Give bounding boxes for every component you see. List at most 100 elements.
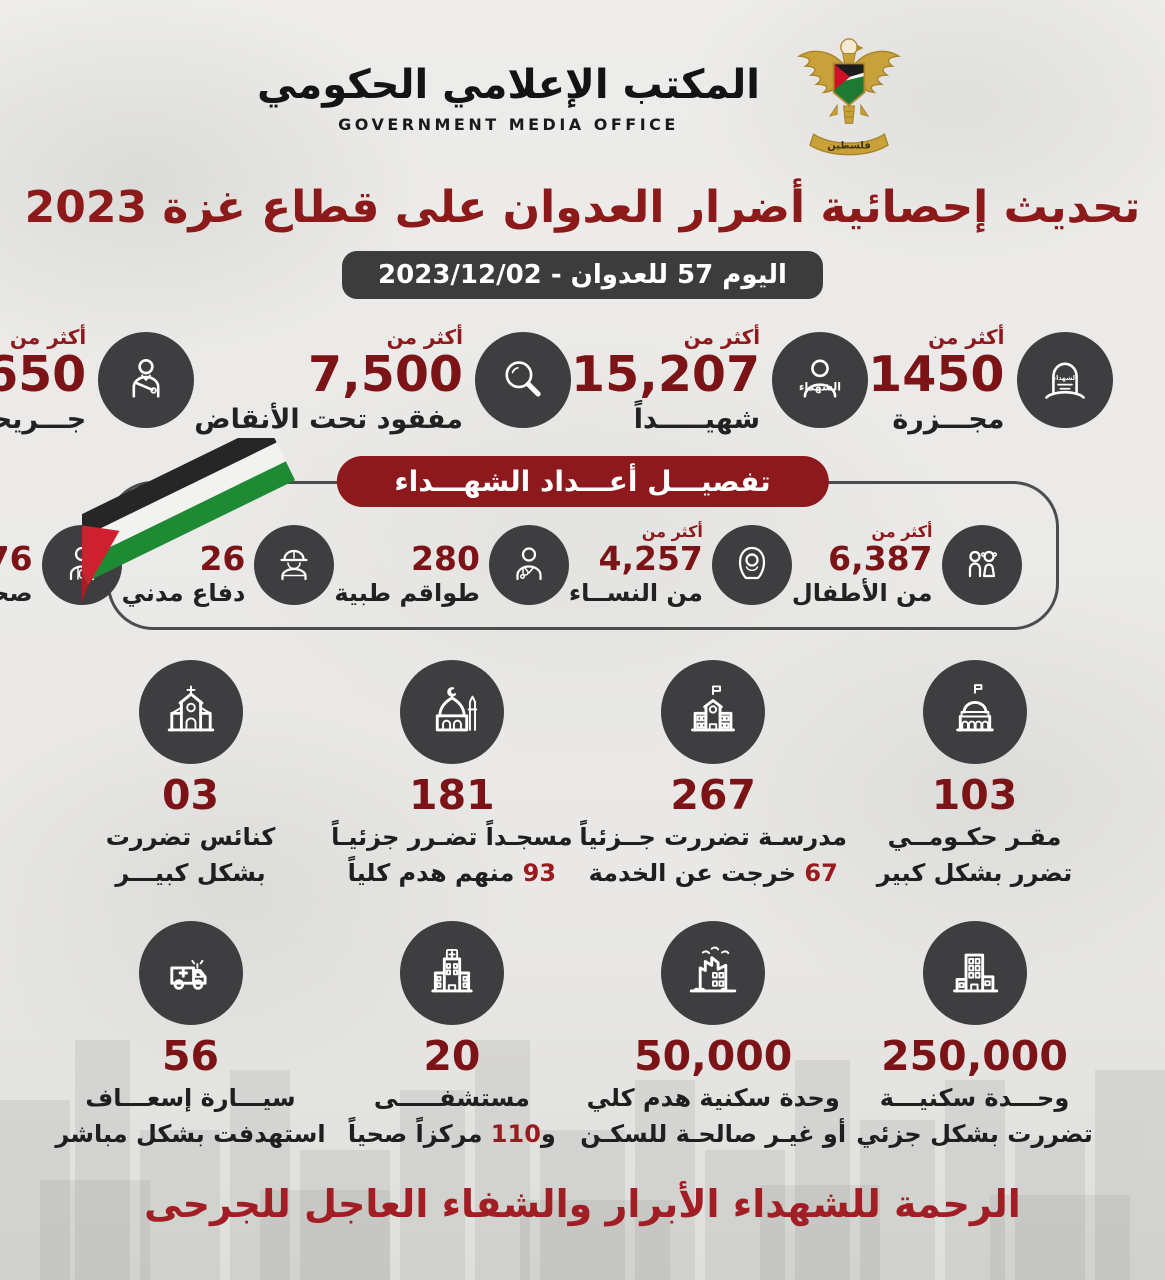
svg-text:الشهداء: الشهداء [1052, 374, 1076, 382]
cell-line2: استهدفت بشكل مباشر [55, 1116, 325, 1152]
hospital-icon [399, 921, 504, 1026]
cell-line2-text: تضرر بشكل كبير [876, 859, 1073, 888]
stat-martyrs: الشهداء أكثر من 15,207 شهيـــــداً [571, 325, 869, 435]
cell-line2-text: استهدفت بشكل مباشر [55, 1120, 326, 1149]
date-banner: اليوم 57 للعدوان - 2023/12/02 [342, 251, 823, 299]
stat-value: 15,207 [571, 346, 761, 403]
top-stats-row: الشهداء أكثر من 1450 مجـــزرة الشهداء [0, 325, 1113, 435]
search-icon [475, 331, 572, 428]
cell-line1: مقـر حكـومــي [887, 823, 1062, 852]
cell-line1: كنائس تضررت [105, 823, 276, 852]
woman-hijab-icon [711, 524, 792, 605]
stat-wounded: أكثر من 40,650 جـــريحـــاً [0, 325, 195, 435]
cell-value: 20 [423, 1032, 481, 1081]
detail-text: أكثر من 6,387 من الأطفال [792, 522, 933, 607]
stat-text: أكثر من 1450 مجـــزرة [868, 325, 1004, 435]
cell-line2: تضررت بشكل جزئي [856, 1116, 1093, 1152]
svg-text:الشهداء: الشهداء [799, 380, 841, 393]
svg-text:فلسطين: فلسطين [827, 141, 871, 152]
cell-line2: تضرر بشكل كبير [877, 855, 1072, 891]
cell-line2-text: خرجت عن الخدمة [588, 859, 797, 888]
ambulance-icon [138, 921, 243, 1026]
cell-line2: بشكل كبيـــر [115, 855, 265, 891]
detail-text: أكثر من 4,257 من النســاء [569, 522, 703, 607]
stat-value: 1450 [868, 346, 1005, 403]
cell-value: 267 [670, 771, 756, 820]
cell-line1: وحـــدة سكنيـــة [879, 1084, 1070, 1113]
martyrs-detail-banner: تفصيـــل أعـــداد الشهـــداء [336, 455, 829, 507]
cell-line2: 67 خرجت عن الخدمة [589, 855, 838, 891]
cell-line2-number: 93 [522, 859, 557, 888]
cell-value: 250,000 [881, 1032, 1068, 1081]
government-media-office-logo: المكتب الإعلامي الحكومي GOVERNMENT MEDIA… [257, 61, 760, 134]
cell-line2-text: بشكل كبيـــر [115, 859, 266, 888]
stat-value: 7,500 [308, 346, 464, 403]
cell-mosques: 181 مسجـداً تضـرر جزئيـاً 93 منهم هدم كل… [331, 660, 573, 891]
cell-government-hq: 103 مقـر حكـومــي تضرر بشكل كبير [857, 660, 1093, 891]
cell-schools: 267 مدرسـة تضررت جــزئياً 67 خرجت عن الخ… [579, 660, 847, 891]
cell-line2-number: 110 [490, 1120, 541, 1149]
stat-text: أكثر من 40,650 جـــريحـــاً [0, 325, 86, 435]
cell-value: 56 [161, 1032, 220, 1081]
injured-person-icon [98, 331, 195, 428]
cell-line2: و110 مركزاً صحياً [348, 1116, 556, 1152]
detail-value: 6,387 [828, 538, 933, 578]
detail-text: 26 دفاع مدني [122, 522, 246, 607]
detail-value: 4,257 [598, 538, 703, 578]
church-icon [138, 660, 243, 765]
detail-more-than: أكثر من [871, 521, 933, 541]
damage-grid-row-1: 103 مقـر حكـومــي تضرر بشكل كبير [73, 660, 1093, 891]
cell-value: 103 [931, 771, 1018, 820]
cell-line1: سيـــارة إسعـــاف [85, 1084, 296, 1113]
content: المكتب الإعلامي الحكومي GOVERNMENT MEDIA… [0, 38, 1141, 1227]
detail-medical-teams: 280 طواقم طبية [334, 522, 569, 607]
cell-value: 03 [161, 771, 220, 820]
stat-label: مفقود تحت الأنقاض [194, 403, 464, 435]
stat-massacres: الشهداء أكثر من 1450 مجـــزرة [868, 325, 1113, 435]
cell-value: 50,000 [634, 1032, 793, 1081]
mosque-icon [399, 660, 504, 765]
cell-ambulances: 56 سيـــارة إسعـــاف استهدفت بشكل مباشر [55, 921, 326, 1152]
government-building-icon [922, 660, 1027, 765]
detail-value: 280 [411, 538, 480, 578]
detail-label: صحفياً [0, 579, 33, 608]
tombstone-icon: الشهداء [1016, 331, 1113, 428]
stat-value: 40,650 [0, 346, 87, 403]
cell-line2-text: أو غيـر صالحـة للسكـن [580, 1120, 847, 1149]
detail-label: من الأطفال [791, 579, 933, 608]
cell-churches: 03 كنائس تضررت بشكل كبيـــر [73, 660, 309, 891]
cell-line2: 93 منهم هدم كلياً [348, 855, 556, 891]
cell-line2-text: مركزاً صحياً [347, 1120, 483, 1149]
logo-arabic-text: المكتب الإعلامي الحكومي [257, 61, 760, 108]
martyrs-detail-row: أكثر من 6,387 من الأطفال أكثر [0, 522, 1022, 607]
detail-civil-defense: 26 دفاع مدني [122, 522, 335, 607]
page-title: تحديث إحصائية أضرار العدوان على قطاع غزة… [24, 182, 1141, 233]
cell-line1: وحدة سكنية هدم كلي [586, 1084, 840, 1113]
stat-label: شهيـــــداً [633, 403, 761, 435]
medic-icon [488, 524, 569, 605]
cell-hospitals: 20 مستشفـــــى و110 مركزاً صحياً [334, 921, 570, 1152]
children-icon [941, 524, 1022, 605]
detail-value: 26 [199, 538, 246, 578]
detail-label: طواقم طبية [334, 579, 480, 608]
cell-line1: مدرسـة تضررت جــزئياً [579, 823, 847, 852]
detail-text: 280 طواقم طبية [334, 522, 480, 607]
footer-message: الرحمة للشهداء الأبرار والشفاء العاجل لل… [144, 1182, 1021, 1227]
stat-more-than: أكثر من [9, 325, 87, 349]
apartment-building-icon [922, 921, 1027, 1026]
stat-label: جـــريحـــاً [0, 403, 87, 435]
stat-missing: أكثر من 7,500 مفقود تحت الأنقاض [194, 325, 572, 435]
cell-line1: مستشفـــــى [373, 1084, 530, 1113]
school-icon [661, 660, 766, 765]
detail-journalists: 76 صحفياً [0, 522, 122, 607]
cell-line2-number: 67 [804, 859, 838, 888]
detail-more-than: أكثر من [641, 521, 703, 541]
city-skyline-background [0, 1040, 1165, 1280]
detail-value: 76 [0, 538, 33, 578]
logo-english-text: GOVERNMENT MEDIA OFFICE [338, 114, 679, 134]
journalist-icon [41, 524, 122, 605]
cell-housing-partial: 250,000 وحـــدة سكنيـــة تضررت بشكل جزئي [856, 921, 1093, 1152]
stat-more-than: أكثر من [928, 325, 1005, 349]
civil-defense-icon [254, 524, 335, 605]
stat-more-than: أكثر من [386, 325, 464, 349]
